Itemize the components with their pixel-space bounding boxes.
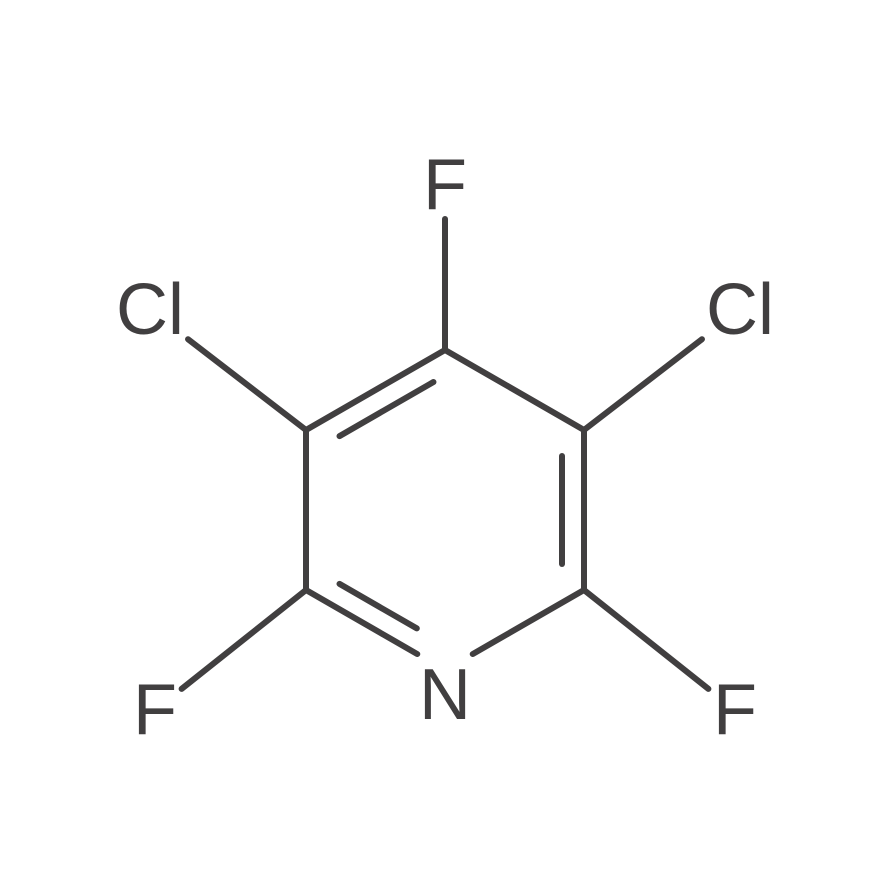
atom-label-fluorine-right: F bbox=[713, 669, 757, 751]
molecule-bonds bbox=[0, 0, 890, 890]
atom-label-fluorine-top: F bbox=[423, 144, 467, 226]
atom-label-chlorine-right: Cl bbox=[706, 269, 774, 351]
molecule-canvas: N F Cl Cl F F bbox=[0, 0, 890, 890]
atom-label-nitrogen: N bbox=[419, 654, 471, 736]
atom-label-fluorine-left: F bbox=[133, 669, 177, 751]
atom-label-chlorine-left: Cl bbox=[116, 269, 184, 351]
